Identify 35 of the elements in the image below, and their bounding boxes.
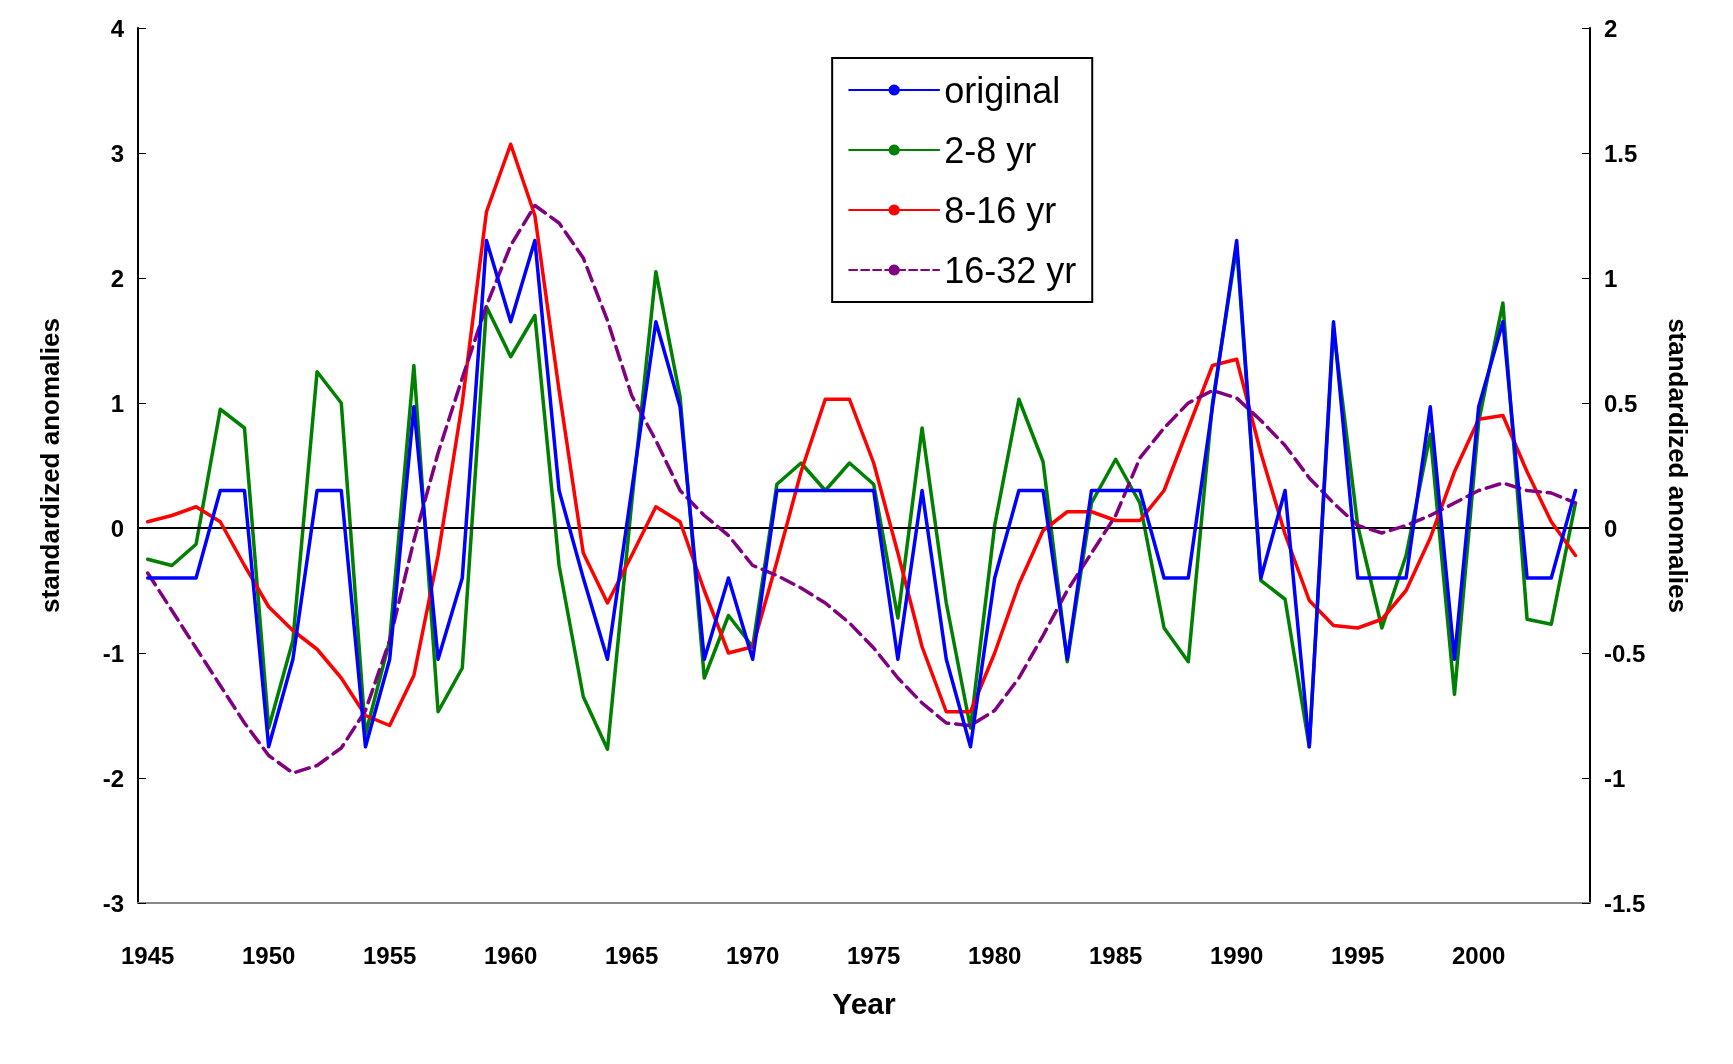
x-tick-label: 2000: [1451, 941, 1506, 969]
legend-label: 2-8 yr: [944, 129, 1037, 171]
x-tick-label: 1960: [483, 941, 538, 969]
x-tick-label: 1965: [604, 941, 659, 969]
y2-tick-label: 0: [1604, 514, 1618, 542]
y2-tick-label: 1: [1604, 264, 1618, 292]
x-tick-label: 1945: [120, 941, 175, 969]
y2-tick-label: -1.5: [1604, 889, 1646, 917]
x-tick-label: 1955: [362, 941, 417, 969]
y-tick-label: 0: [110, 514, 124, 542]
y2-tick-label: 0.5: [1604, 389, 1638, 417]
y-tick-label: 2: [110, 264, 124, 292]
legend-label: 8-16 yr: [944, 189, 1057, 231]
x-tick-label: 1995: [1330, 941, 1385, 969]
x-tick-label: 1985: [1088, 941, 1143, 969]
y2-tick-label: 1.5: [1604, 139, 1638, 167]
x-tick-label: 1950: [241, 941, 296, 969]
y2-tick-label: -0.5: [1604, 639, 1646, 667]
x-tick-label: 1980: [967, 941, 1022, 969]
legend-label: 16-32 yr: [944, 249, 1077, 291]
x-tick-label: 1990: [1209, 941, 1264, 969]
y-axis-title: standardized anomalies: [35, 318, 65, 613]
y-tick-label: -2: [102, 764, 124, 792]
x-tick-label: 1975: [846, 941, 901, 969]
x-tick-label: 1970: [725, 941, 780, 969]
y2-tick-label: 2: [1604, 14, 1618, 42]
y2-tick-label: -1: [1604, 764, 1626, 792]
y-tick-label: -1: [102, 639, 124, 667]
y-tick-label: 1: [110, 389, 124, 417]
legend-label: original: [944, 69, 1061, 111]
y-tick-label: 3: [110, 139, 124, 167]
y2-axis-title: standardized anomalies: [1663, 318, 1693, 613]
y-tick-label: 4: [110, 14, 125, 42]
y-tick-label: -3: [102, 889, 124, 917]
x-axis-title: Year: [832, 986, 897, 1020]
